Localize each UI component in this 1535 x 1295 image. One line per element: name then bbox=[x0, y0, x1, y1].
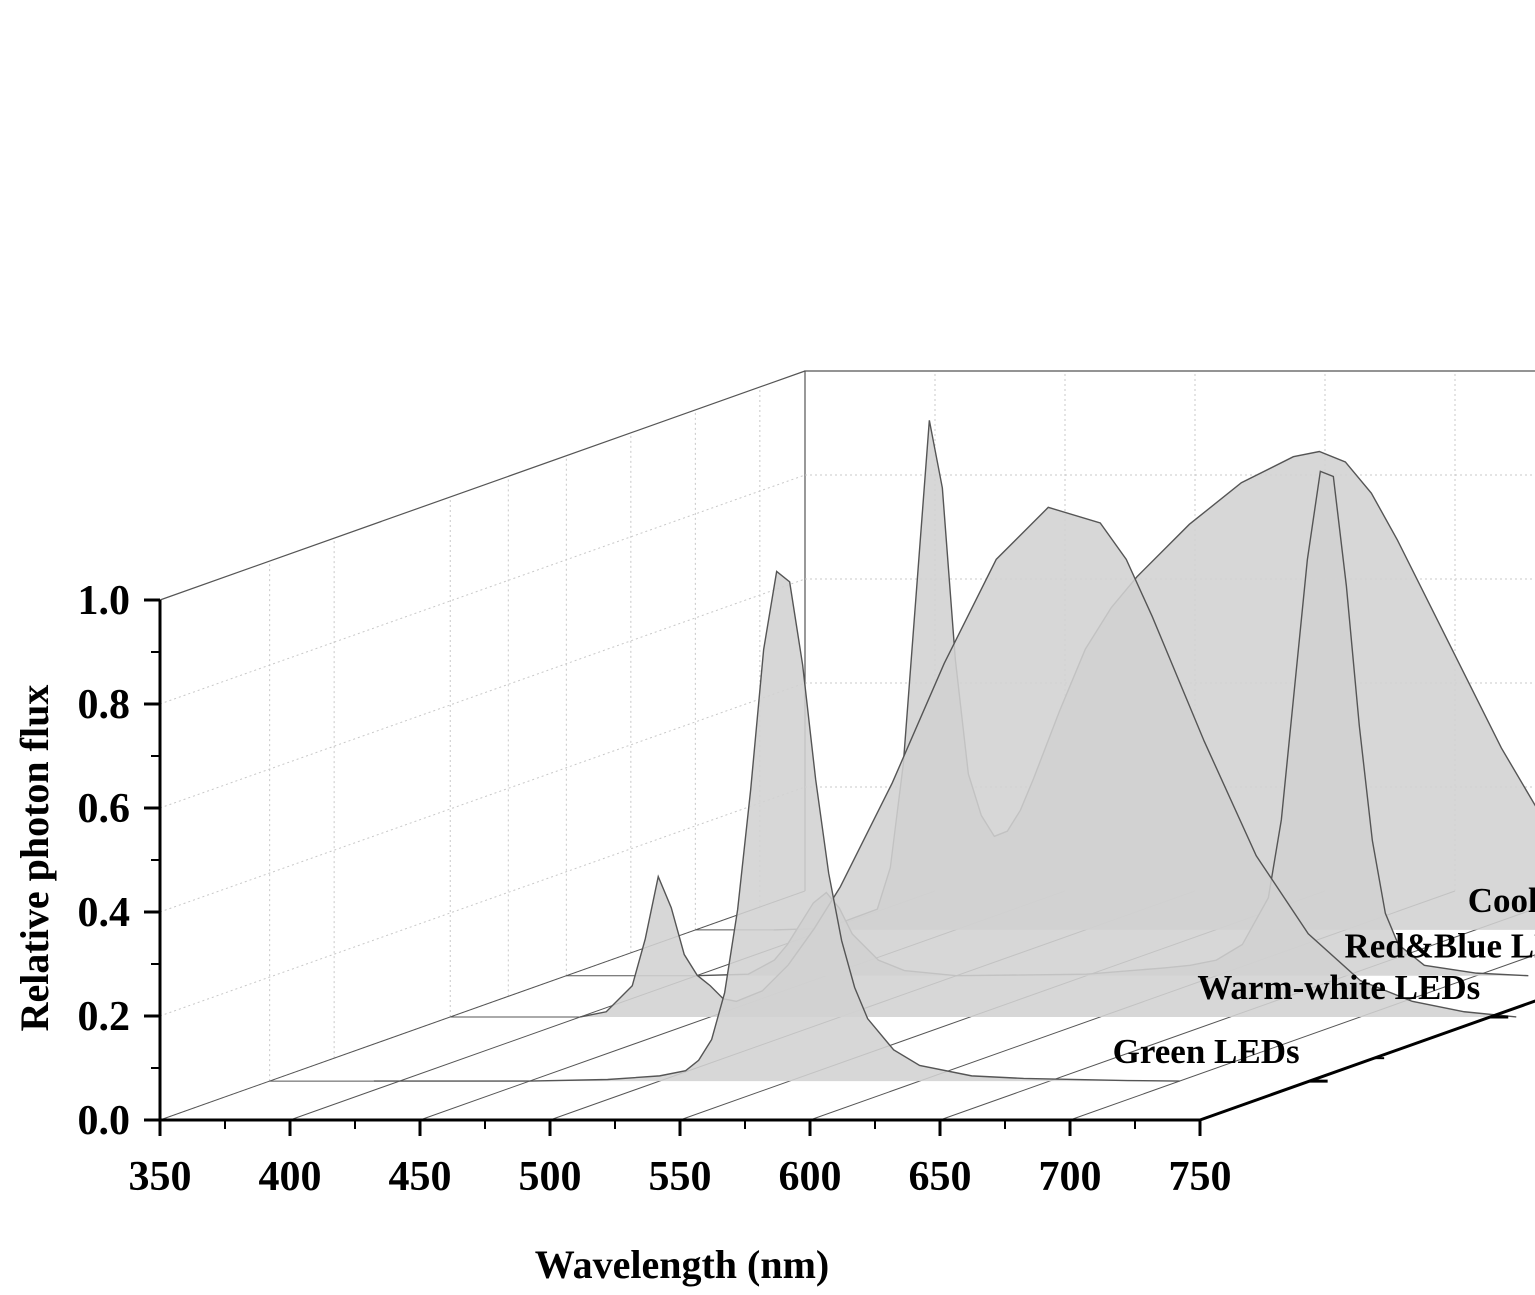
series-label: Green LEDs bbox=[1113, 1032, 1300, 1071]
series-area-green-leds bbox=[373, 571, 1180, 1082]
x-tick-label: 350 bbox=[129, 1154, 192, 1200]
y-tick-label: 0.8 bbox=[78, 682, 131, 728]
series-line-warm-white-leds bbox=[580, 506, 1517, 1018]
series-area-warm-white-leds bbox=[580, 507, 1517, 1017]
labels-layer: Cool-white LEDs Red&Blue LEDsWarm-white L… bbox=[78, 578, 1535, 1200]
x-axis-title: Wavelength (nm) bbox=[535, 1242, 829, 1287]
x-tick-label: 450 bbox=[389, 1154, 452, 1200]
series-area-red-blue-leds bbox=[696, 471, 1529, 976]
y-tick-label: 1.0 bbox=[78, 578, 131, 624]
side-wall-gridline-y bbox=[159, 474, 806, 705]
y-tick-label: 0.0 bbox=[78, 1098, 131, 1144]
x-tick-label: 600 bbox=[779, 1154, 842, 1200]
series-label: Warm-white LEDs bbox=[1197, 968, 1480, 1007]
x-tick-label: 650 bbox=[909, 1154, 972, 1200]
floor-gridline-x bbox=[159, 890, 806, 1121]
series-label: Red&Blue LEDs bbox=[1345, 927, 1535, 966]
x-tick-label: 700 bbox=[1039, 1154, 1102, 1200]
x-tick-label: 550 bbox=[649, 1154, 712, 1200]
y-tick-label: 0.4 bbox=[78, 890, 131, 936]
y-tick-label: 0.2 bbox=[78, 994, 131, 1040]
x-tick-label: 750 bbox=[1169, 1154, 1232, 1200]
back-wall-frame bbox=[804, 370, 1535, 891]
y-tick-label: 0.6 bbox=[78, 786, 131, 832]
x-tick-label: 500 bbox=[519, 1154, 582, 1200]
side-wall-gridline-y bbox=[159, 578, 806, 809]
axes-layer bbox=[144, 598, 1535, 1136]
depth-axis-line bbox=[1199, 999, 1535, 1122]
series-layer bbox=[269, 420, 1535, 1082]
side-wall-gridline-y bbox=[159, 682, 806, 913]
x-tick-label: 400 bbox=[259, 1154, 322, 1200]
series-line-green-leds bbox=[373, 570, 1180, 1082]
side-wall-gridline-y bbox=[159, 786, 806, 1017]
series-label: Cool-white LEDs bbox=[1468, 881, 1535, 920]
y-axis-title: Relative photon flux bbox=[12, 685, 57, 1032]
side-wall-top-edge bbox=[159, 370, 806, 601]
